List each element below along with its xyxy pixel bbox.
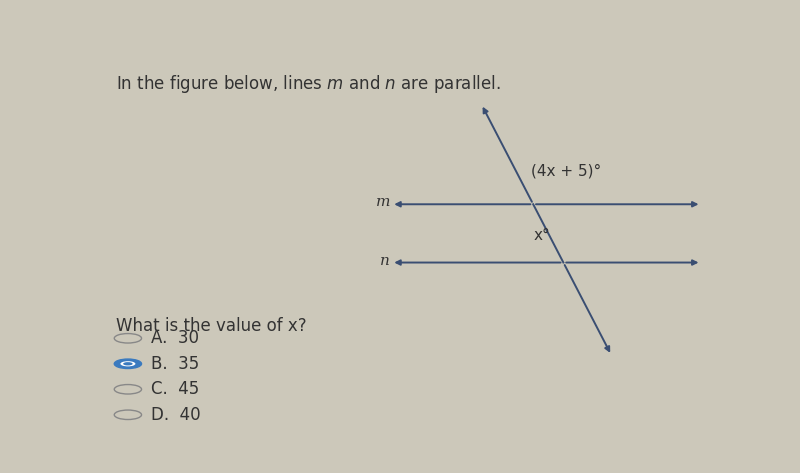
Text: x°: x° [534,228,550,243]
Text: D.  40: D. 40 [151,406,201,424]
Ellipse shape [123,362,133,366]
Text: What is the value of x?: What is the value of x? [115,317,306,335]
Ellipse shape [114,359,142,368]
Text: n: n [380,254,390,268]
Text: B.  35: B. 35 [151,355,199,373]
Text: C.  45: C. 45 [151,380,199,398]
Text: m: m [376,195,390,210]
Ellipse shape [121,361,135,367]
Text: (4x + 5)°: (4x + 5)° [531,164,601,179]
Text: A.  30: A. 30 [151,329,199,347]
Text: In the figure below, lines $m$ and $n$ are parallel.: In the figure below, lines $m$ and $n$ a… [115,73,500,95]
